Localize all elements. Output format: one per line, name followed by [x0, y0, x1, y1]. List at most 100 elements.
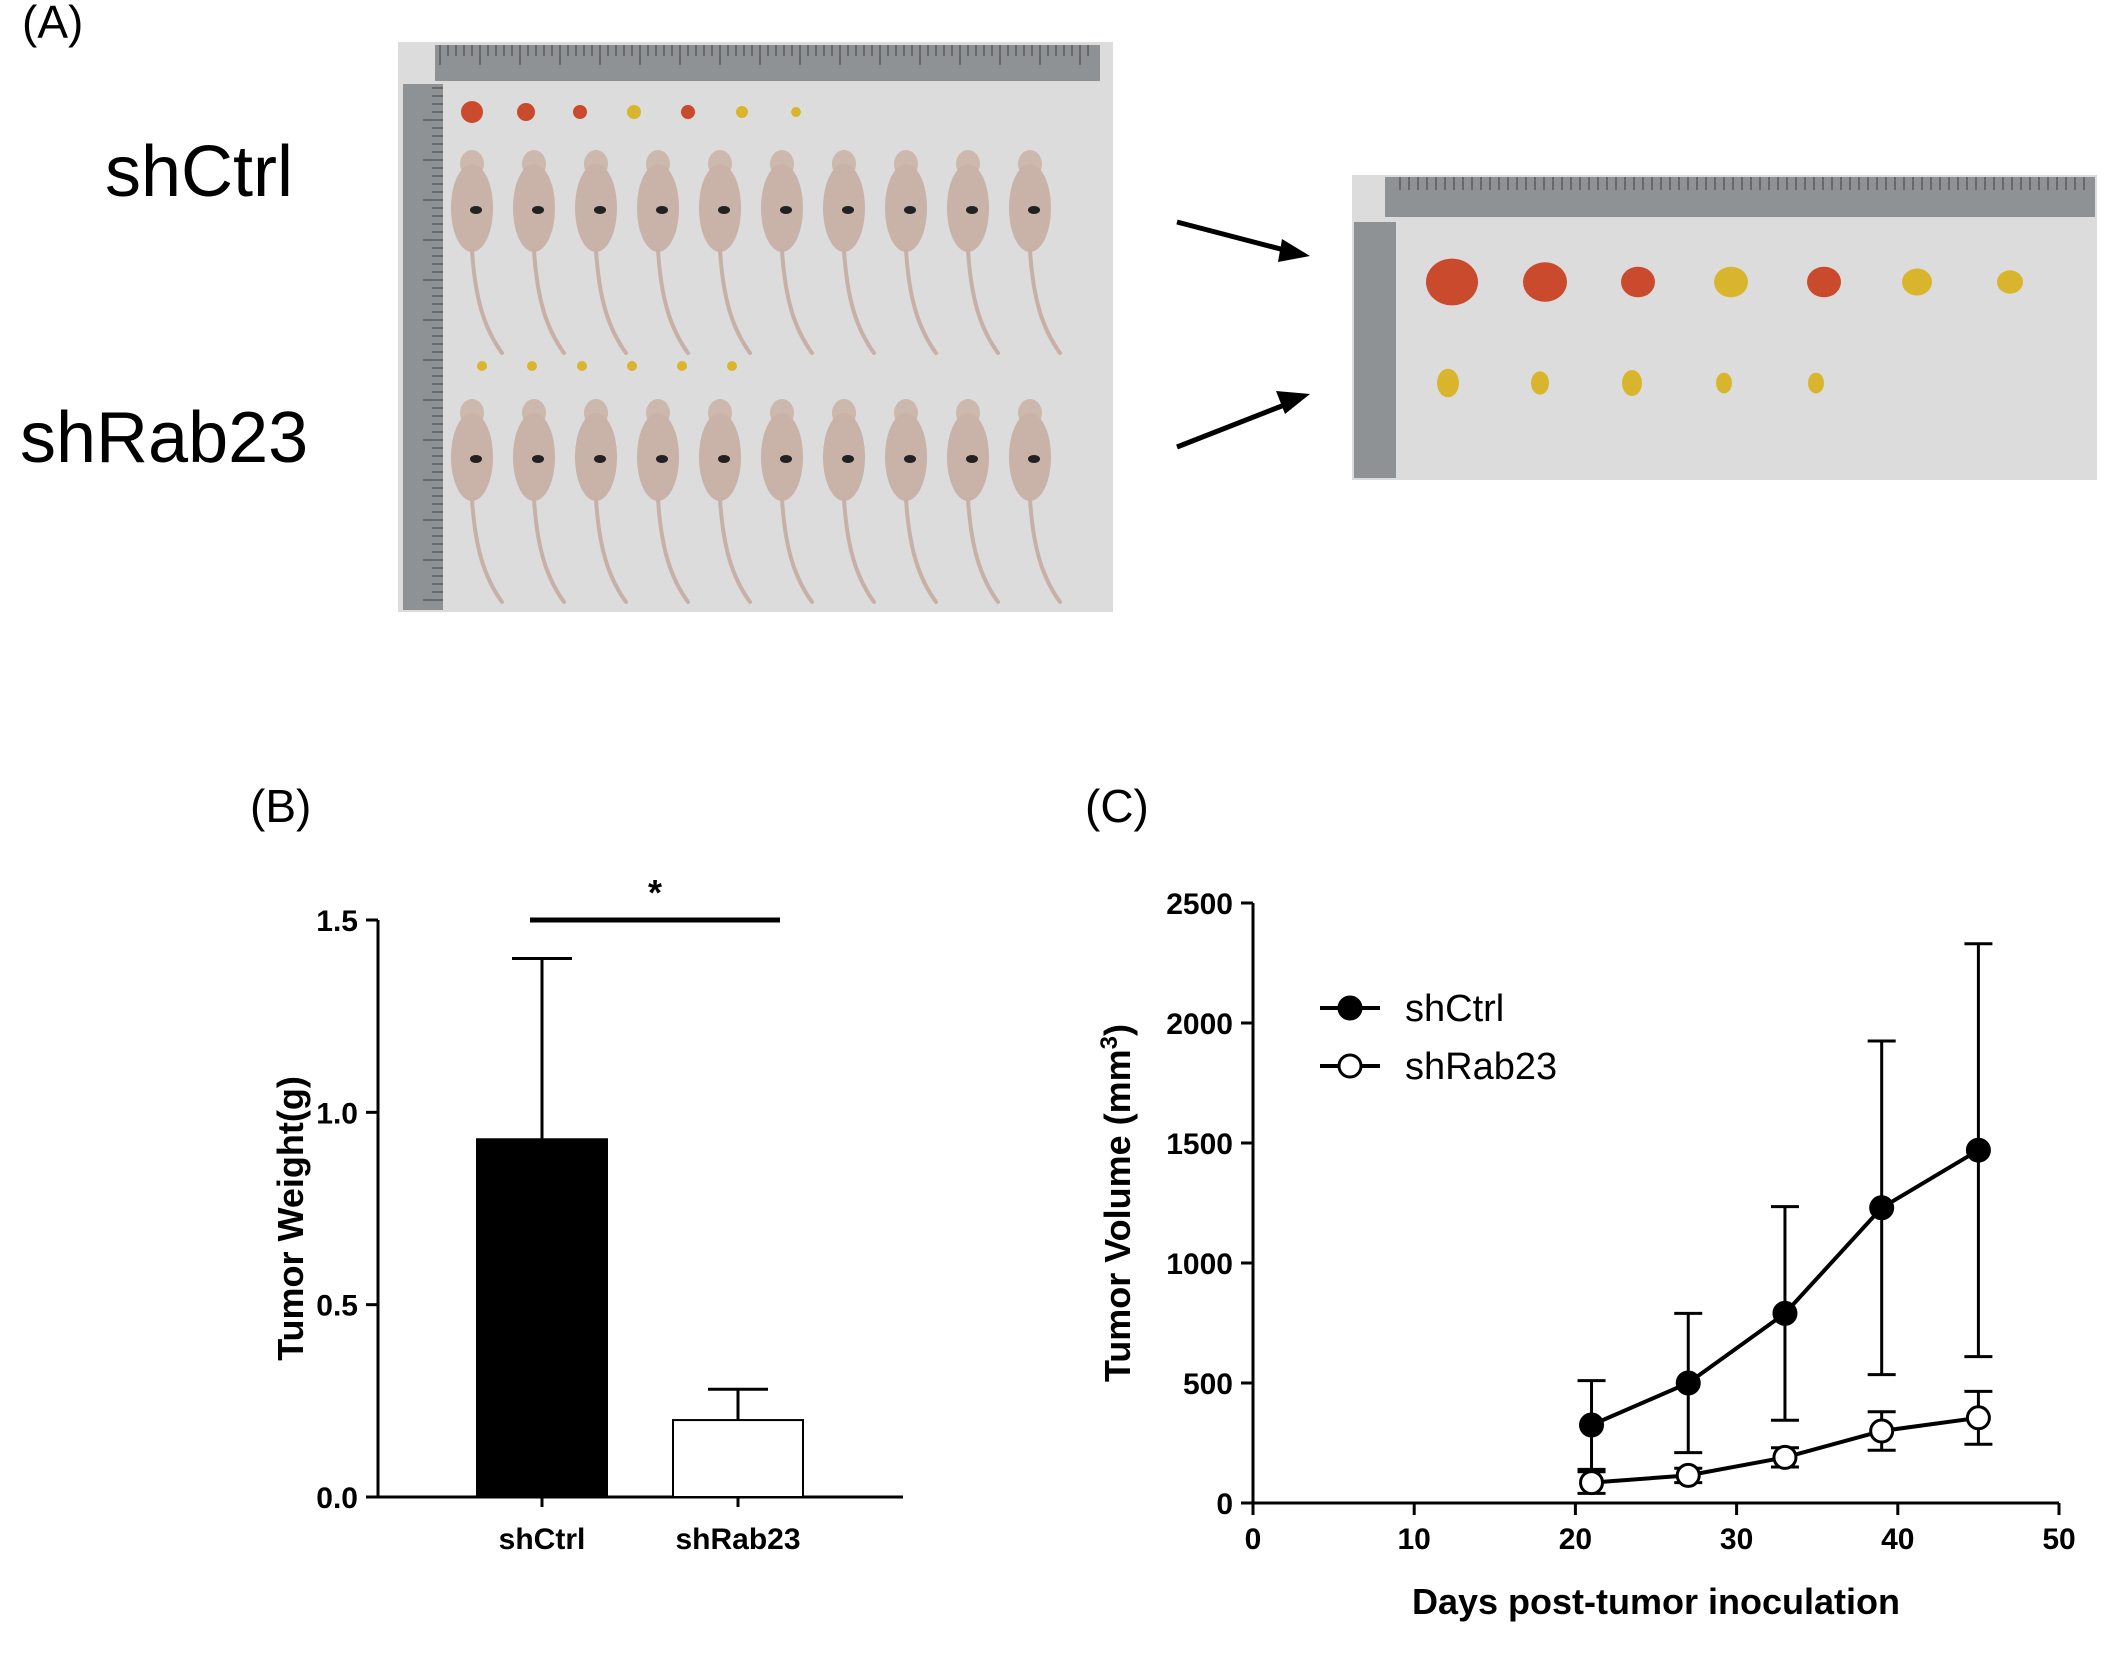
- closeup-tumor: [1621, 266, 1655, 298]
- mouse: [1009, 399, 1062, 604]
- mouse-incision: [842, 206, 854, 214]
- x-tick-label: 20: [1559, 1523, 1592, 1556]
- mouse-tail: [656, 497, 690, 604]
- mouse-tail: [904, 248, 938, 355]
- y-tick-label: 2000: [1166, 1008, 1233, 1041]
- tumors-row-shrab23-small: [477, 361, 737, 371]
- tumor: [627, 361, 637, 371]
- legend-label: shCtrl: [1405, 988, 1504, 1030]
- mouse: [823, 150, 876, 355]
- mouse-tail: [1028, 248, 1062, 355]
- mouse-incision: [966, 206, 978, 214]
- closeup-tumor: [1437, 368, 1459, 398]
- data-point: [1869, 1418, 1895, 1444]
- tumor: [681, 105, 695, 119]
- y-tick-label: 500: [1183, 1368, 1233, 1401]
- x-tick-label: shCtrl: [499, 1523, 586, 1556]
- x-tick-label: 40: [1881, 1523, 1914, 1556]
- mouse-tail: [532, 248, 566, 355]
- mice-row-shrab23: [451, 399, 1062, 604]
- tumor: [527, 361, 537, 371]
- mouse-incision: [966, 455, 978, 463]
- tumor: [791, 107, 801, 117]
- mouse-tail: [904, 497, 938, 604]
- mouse-incision: [594, 455, 606, 463]
- mice-photo-background: [398, 42, 1113, 612]
- mouse: [885, 150, 938, 355]
- mouse-tail: [1028, 497, 1062, 604]
- mouse-tail: [780, 497, 814, 604]
- closeup-background: [1352, 175, 2097, 480]
- closeup-tumor: [1531, 371, 1549, 395]
- mouse-incision: [656, 455, 668, 463]
- side-ruler: [403, 84, 443, 610]
- mouse-incision: [718, 206, 730, 214]
- legend-label: shRab23: [1405, 1046, 1557, 1088]
- tumor: [736, 106, 748, 118]
- y-tick-label: 1.0: [316, 1097, 358, 1130]
- closeup-tumor: [1807, 266, 1841, 298]
- mouse-tail: [718, 248, 752, 355]
- series-shRab23: [1577, 1389, 1993, 1496]
- closeup-tumor: [1622, 370, 1642, 396]
- closeup-tumor: [1808, 372, 1824, 394]
- mouse: [885, 399, 938, 604]
- y-tick-label: 2500: [1166, 888, 1233, 921]
- tumor: [573, 105, 587, 119]
- series-shCtrl: [1577, 942, 1993, 1471]
- mouse-tail: [780, 248, 814, 355]
- mouse: [823, 399, 876, 604]
- side-ruler-ticks: [423, 87, 443, 601]
- mouse: [947, 399, 1000, 604]
- tumor: [727, 361, 737, 371]
- mouse-tail: [470, 248, 504, 355]
- mouse: [1009, 150, 1062, 355]
- top-ruler-ticks: [439, 45, 1089, 65]
- mouse-tail: [656, 248, 690, 355]
- data-point: [1579, 1412, 1605, 1438]
- tumor: [477, 361, 487, 371]
- mouse-tail: [966, 248, 1000, 355]
- y-axis-title: Tumor Volume (mm3): [1096, 1024, 1139, 1382]
- mouse: [761, 150, 814, 355]
- mouse-incision: [532, 455, 544, 463]
- bar-shCtrl: [476, 1138, 608, 1498]
- mouse-tail: [842, 497, 876, 604]
- closeup-tumor: [1997, 270, 2023, 294]
- mouse: [513, 399, 566, 604]
- y-tick-label: 0.0: [316, 1482, 358, 1515]
- mouse-incision: [470, 206, 482, 214]
- closeup-top-ticks: [1399, 177, 2085, 190]
- y-tick-label: 0.5: [316, 1290, 358, 1323]
- x-tick-label: 50: [2042, 1523, 2075, 1556]
- closeup-tumors-shctrl: [1426, 258, 2023, 306]
- arrow-shctrl: [1176, 219, 1310, 262]
- group-label-shrab23: shRab23: [20, 398, 308, 478]
- data-point: [1579, 1470, 1605, 1496]
- data-point: [1965, 1405, 1991, 1431]
- group-label-shctrl: shCtrl: [105, 132, 293, 212]
- data-point: [1675, 1462, 1701, 1488]
- mouse-incision: [594, 206, 606, 214]
- x-tick-label: 0: [1245, 1523, 1262, 1556]
- mouse: [575, 399, 628, 604]
- mouse: [451, 150, 504, 355]
- tumor: [577, 361, 587, 371]
- x-tick-label: 10: [1398, 1523, 1431, 1556]
- mouse-incision: [780, 206, 792, 214]
- mouse: [513, 150, 566, 355]
- tumor-volume-line-chart: (C) 0 500 1000 1500 2000 2500 0 10 20 30 40 50 shCtr…: [1085, 780, 2076, 1622]
- mouse: [947, 150, 1000, 355]
- legend-marker: [1337, 995, 1363, 1021]
- mouse: [699, 399, 752, 604]
- mouse-incision: [532, 206, 544, 214]
- mouse: [451, 399, 504, 604]
- mouse: [575, 150, 628, 355]
- data-point: [1869, 1195, 1895, 1221]
- y-tick-label: 0: [1216, 1488, 1233, 1521]
- x-tick-label: 30: [1720, 1523, 1753, 1556]
- mouse-tail: [594, 497, 628, 604]
- x-tick-label: shRab23: [675, 1523, 800, 1556]
- mouse-tail: [532, 497, 566, 604]
